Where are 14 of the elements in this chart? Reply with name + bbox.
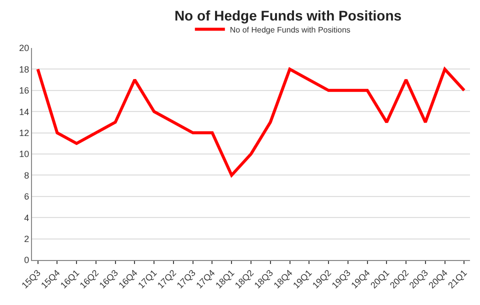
y-tick-label: 10: [19, 149, 30, 160]
y-tick-label: 16: [19, 86, 30, 96]
y-tick-label: 2: [24, 234, 30, 244]
y-tick-label: 12: [19, 128, 30, 138]
line-series: [36, 68, 466, 177]
chart-title: No of Hedge Funds with Positions: [174, 7, 402, 24]
y-tick-label: 20: [19, 43, 30, 54]
y-tick-label: 18: [19, 64, 30, 74]
y-tick-label: 4: [24, 212, 30, 223]
y-tick-label: 6: [24, 192, 30, 202]
y-tick-label: 14: [19, 106, 30, 117]
legend-label: No of Hedge Funds with Positions: [230, 25, 350, 34]
y-tick-label: 8: [24, 170, 30, 180]
y-tick-label: 0: [24, 255, 30, 266]
